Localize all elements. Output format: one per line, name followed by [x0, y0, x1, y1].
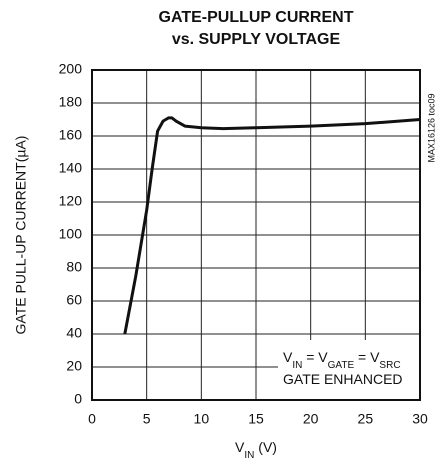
x-axis-label-part: (V) [254, 439, 277, 455]
plot-frame [91, 69, 421, 401]
y-axis-label: GATE PULL-UP CURRENT(µA) [13, 136, 29, 335]
annotation-part: GATE ENHANCED [283, 371, 403, 387]
x-tick-label: 5 [143, 411, 151, 427]
y-tick-label: 140 [59, 160, 83, 176]
y-tick-label: 40 [66, 325, 82, 341]
y-tick-label: 100 [59, 226, 83, 242]
y-tick-label: 80 [66, 259, 82, 275]
x-tick-label: 20 [303, 411, 319, 427]
y-tick-label: 20 [66, 358, 82, 374]
annotation-part: V [283, 349, 293, 365]
x-axis-label: VIN (V) [235, 439, 277, 461]
annotation-part: IN [292, 360, 302, 371]
annotation-part: GATE [328, 360, 355, 371]
chart-title: vs. SUPPLY VOLTAGE [172, 31, 341, 48]
y-tick-label: 60 [66, 292, 82, 308]
annotation: GATE ENHANCED [283, 371, 403, 387]
x-axis-label-part: V [235, 439, 245, 455]
x-tick-label: 30 [412, 411, 428, 427]
x-tick-label: 25 [358, 411, 374, 427]
annotation-part: = V [302, 349, 328, 365]
x-tick-label: 15 [248, 411, 264, 427]
annotation-part: SRC [379, 360, 400, 371]
side-note: MAX16126 toc09 [426, 93, 436, 162]
annotation-box [278, 340, 419, 399]
y-tick-label: 180 [59, 94, 83, 110]
x-tick-label: 0 [88, 411, 96, 427]
data-line [123, 116, 421, 335]
y-tick-label: 0 [74, 391, 82, 407]
y-tick-label: 160 [59, 127, 83, 143]
annotation: VIN = VGATE = VSRC [283, 349, 401, 371]
x-tick-label: 10 [194, 411, 210, 427]
y-tick-label: 120 [59, 193, 83, 209]
y-tick-label: 200 [59, 61, 83, 77]
chart-title: GATE-PULLUP CURRENT [159, 9, 354, 26]
annotation-part: = V [354, 349, 380, 365]
x-axis-label-part: IN [244, 450, 254, 461]
